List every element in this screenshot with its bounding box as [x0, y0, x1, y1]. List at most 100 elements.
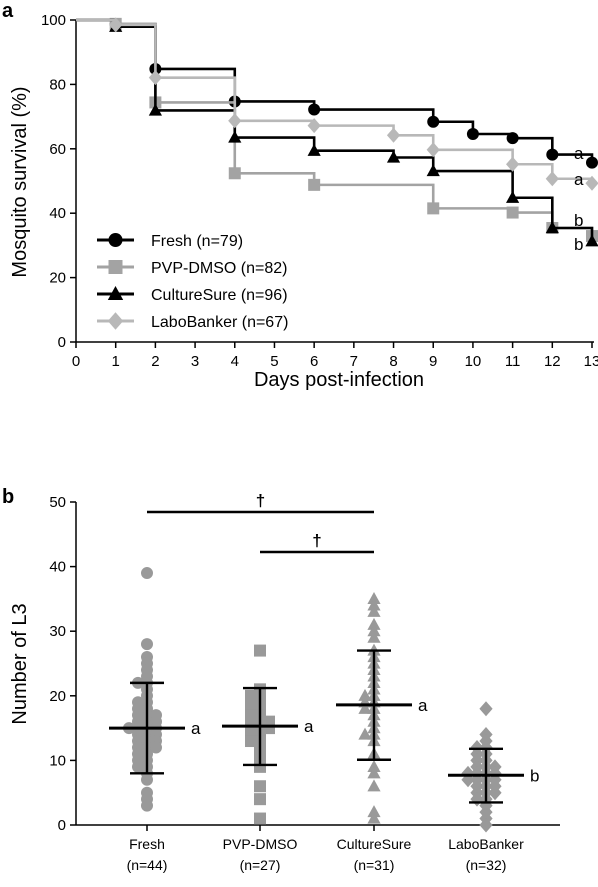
- panel-b-category-n: (n=32): [466, 857, 507, 873]
- panel-a-x-tick-label: 4: [231, 353, 239, 370]
- panel-a-point-2: [506, 190, 520, 203]
- panel-a-x-tick-label: 5: [270, 353, 278, 370]
- panel-a-point-1: [427, 202, 440, 215]
- panel-b-y-tick-label: 30: [49, 623, 66, 640]
- panel-b-point-3: [479, 817, 493, 833]
- panel-b-point-3: [488, 785, 502, 801]
- panel-a-x-axis-title: Days post-infection: [254, 369, 424, 391]
- panel-b-point-0: [141, 567, 153, 580]
- legend-label-3: LaboBanker (n=67): [151, 314, 288, 331]
- panel-a-x-tick-label: 6: [310, 353, 318, 370]
- panel-b-point-2: [367, 598, 381, 611]
- panel-b-label: b: [2, 486, 14, 508]
- panel-b-point-0: [141, 773, 153, 786]
- panel-b-point-2: [367, 617, 381, 630]
- panel-a-point-3: [148, 70, 162, 86]
- panel-a-point-0: [506, 132, 519, 145]
- panel-a-point-1: [228, 167, 241, 180]
- panel-b-point-0: [141, 638, 153, 651]
- panel-b-point-1: [254, 812, 266, 825]
- panel-b-point-2: [367, 592, 381, 604]
- panel-a-y-axis-title: Mosquito survival (%): [9, 86, 31, 277]
- panel-b-point-2: [367, 779, 381, 792]
- panel-a-y-tick-label: 100: [41, 12, 66, 29]
- panel-a-point-1: [308, 178, 321, 191]
- panel-a-y-tick-label: 60: [49, 141, 66, 158]
- panel-b-category-n: (n=31): [354, 857, 395, 873]
- panel-a-point-2: [228, 130, 242, 143]
- panel-b-point-1: [254, 644, 266, 657]
- legend-label-0: Fresh (n=79): [151, 233, 243, 250]
- panel-a-x-tick-label: 12: [544, 353, 561, 370]
- panel-a-point-3: [545, 171, 559, 187]
- panel-a-point-3: [506, 156, 520, 172]
- panel-b-point-2: [367, 759, 381, 772]
- panel-a-significance-letter: a: [574, 170, 584, 189]
- panel-b-significance-letter: a: [191, 719, 201, 738]
- panel-b-point-1: [254, 780, 266, 793]
- panel-b-significance-letter: a: [304, 717, 314, 736]
- panel-a-point-1: [506, 206, 519, 219]
- panel-b-point-0: [150, 741, 162, 754]
- panel-b-category-label: Fresh: [129, 836, 165, 852]
- panel-a-x-tick-label: 9: [429, 353, 437, 370]
- panel-b-point-2: [367, 624, 381, 637]
- panel-b-y-tick-label: 40: [49, 559, 66, 576]
- panel-b-point-2: [367, 811, 381, 824]
- panel-a-x-tick-label: 7: [350, 353, 358, 370]
- panel-a-y-tick-label: 80: [49, 76, 66, 93]
- panel-a-significance-letter: b: [574, 211, 583, 230]
- panel-a-point-2: [426, 164, 440, 177]
- panel-b-point-2: [358, 688, 372, 701]
- panel-a-point-2: [307, 143, 321, 156]
- panel-b-category-label: LaboBanker: [448, 836, 524, 852]
- panel-a-x-tick-label: 8: [389, 353, 397, 370]
- panel-a-x-tick-label: 2: [151, 353, 159, 370]
- panel-a-point-0: [466, 127, 479, 140]
- panel-b-category-n: (n=27): [240, 857, 281, 873]
- panel-a-point-0: [586, 156, 598, 169]
- panel-a-y-tick-label: 40: [49, 205, 66, 222]
- panel-b-point-2: [367, 604, 381, 617]
- legend-label-2: CultureSure (n=96): [151, 287, 288, 304]
- panel-a-x-tick-label: 0: [72, 353, 80, 370]
- panel-a-point-2: [545, 221, 559, 234]
- legend-marker-1: [108, 260, 123, 274]
- panel-a-point-3: [109, 17, 123, 33]
- panel-b-y-tick-label: 10: [49, 752, 66, 769]
- panel-a-point-3: [228, 113, 242, 129]
- legend-marker-3: [107, 312, 124, 330]
- panel-a-y-tick-label: 20: [49, 270, 66, 287]
- panel-a-series-line-3: [76, 18, 594, 184]
- panel-a-point-0: [427, 115, 440, 128]
- panel-b-point-0: [132, 760, 144, 773]
- panel-a-point-3: [426, 142, 440, 158]
- panel-a-point-3: [386, 127, 401, 143]
- panel-b-comparison-symbol-0: †: [256, 491, 265, 510]
- panel-b-l3-dot-plot: b Number of L3 0 10 20 30 40 50 Fresh (n=44) PVP…: [2, 486, 560, 873]
- legend-marker-0: [108, 233, 123, 247]
- panel-b-point-2: [367, 766, 381, 779]
- panel-a-series-line-1: [76, 18, 594, 237]
- panel-b-point-2: [367, 805, 381, 818]
- panel-a-x-tick-label: 11: [505, 353, 521, 370]
- panel-a-survival-chart: a Mosquito survival (%) Days post-infect…: [2, 0, 598, 391]
- panel-b-category-label: CultureSure: [337, 836, 412, 852]
- panel-b-point-2: [367, 630, 381, 643]
- panel-a-point-0: [308, 103, 321, 116]
- panel-b-significance-letter: b: [530, 766, 539, 785]
- panel-a-significance-letter: a: [574, 144, 584, 163]
- panel-b-point-2: [358, 701, 372, 714]
- panel-b-category-label: PVP-DMSO: [223, 836, 298, 852]
- panel-a-point-3: [307, 118, 321, 134]
- panel-a-point-2: [386, 150, 401, 163]
- panel-a-legend: Fresh (n=79) PVP-DMSO (n=82) CultureSure (…: [97, 233, 288, 331]
- panel-a-label: a: [2, 0, 14, 22]
- panel-a-x-tick-label: 10: [465, 353, 482, 370]
- panel-a-point-0: [546, 148, 559, 161]
- panel-a-point-2: [585, 234, 598, 247]
- panel-a-significance-letter: b: [574, 235, 583, 254]
- panel-b-y-tick-label: 50: [49, 494, 66, 511]
- legend-label-1: PVP-DMSO (n=82): [151, 260, 287, 277]
